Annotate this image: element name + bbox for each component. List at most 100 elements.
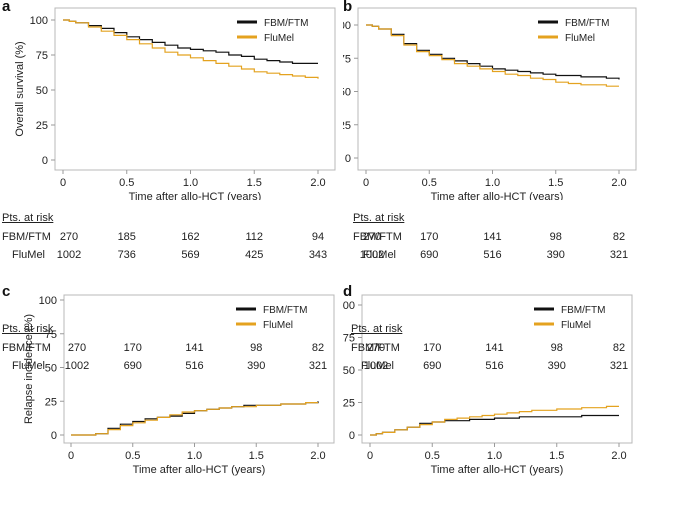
risk-table: Pts. at risk FBM/FTM 270 170 141 98 82 FluMel 10… xyxy=(0,323,342,373)
risk-row-label: FBM/FTM xyxy=(2,342,51,354)
risk-row: FBM/FTM 270 170 141 98 82 xyxy=(0,342,342,356)
x-tick-label: 0.5 xyxy=(119,177,134,189)
x-tick-label: 1.0 xyxy=(485,177,500,189)
series-line-flumel xyxy=(71,402,318,436)
x-tick-label: 0 xyxy=(363,177,369,189)
risk-row: FBM/FTM 270 170 141 98 82 xyxy=(343,342,685,356)
y-tick-label: 100 xyxy=(30,15,48,27)
y-tick-label: 75 xyxy=(45,329,57,341)
chart-panel-b: b 0 25 50 75 100 0 0.5 1.0 1.5 2.0 Time after allo-… xyxy=(343,0,685,200)
x-axis-label: Time after allo-HCT (years) xyxy=(431,191,564,200)
risk-count: 162 xyxy=(181,231,200,243)
plot-frame xyxy=(63,294,335,444)
risk-row: FBM/FTM 270 185 162 112 94 xyxy=(0,231,342,245)
y-tick-label: 75 xyxy=(343,333,355,345)
y-tick-label: 75 xyxy=(36,50,48,62)
risk-count: 390 xyxy=(546,249,565,261)
panel-label: c xyxy=(2,283,11,300)
km-plot: 0 25 50 75 100 0 0.5 1.0 1.5 2.0 Time after allo-H… xyxy=(343,294,633,476)
y-tick-label: 25 xyxy=(36,120,48,132)
x-tick-label: 1.5 xyxy=(548,177,563,189)
risk-count: 141 xyxy=(483,231,502,243)
risk-count: 82 xyxy=(612,231,626,243)
y-tick-label: 0 xyxy=(42,155,48,167)
x-tick-label: 2.0 xyxy=(310,450,325,462)
panel-label: b xyxy=(343,0,353,15)
risk-count: 516 xyxy=(185,360,204,372)
risk-count: 425 xyxy=(245,249,264,261)
risk-row: FBM/FTM 270 170 141 98 82 xyxy=(343,231,685,245)
risk-count: 1002 xyxy=(56,249,82,261)
risk-count: 516 xyxy=(483,249,502,261)
risk-count: 321 xyxy=(308,360,328,372)
risk-count: 98 xyxy=(550,342,563,354)
chart-panel-c: c 0 25 50 75 100 0 0.5 1.0 1.5 2.0 Time after allo-… xyxy=(0,283,342,485)
y-tick-label: 75 xyxy=(343,53,351,65)
risk-row: FluMel 1002 736 569 425 343 xyxy=(0,249,342,263)
y-tick-label: 0 xyxy=(345,153,351,165)
legend-label: FluMel xyxy=(264,33,294,44)
x-tick-label: 0.5 xyxy=(425,450,440,462)
risk-count: 270 xyxy=(362,231,382,243)
chart-panel-a: a 0 25 50 75 100 0 0.5 1.0 1.5 2.0 Time after allo-… xyxy=(0,0,342,200)
risk-row-label: FBM/FTM xyxy=(2,231,51,243)
risk-count: 736 xyxy=(117,249,136,261)
series-line-flumel xyxy=(366,24,619,87)
plot-frame xyxy=(357,7,637,171)
risk-row-label: FBM/FTM xyxy=(351,342,400,354)
x-tick-label: 1.0 xyxy=(487,450,502,462)
risk-count: 141 xyxy=(185,342,204,354)
x-tick-label: 1.5 xyxy=(549,450,564,462)
y-tick-label: 0 xyxy=(349,430,355,442)
y-tick-label: 25 xyxy=(343,398,355,410)
y-tick-label: 50 xyxy=(343,365,355,377)
risk-row-label: FluMel xyxy=(363,249,397,261)
risk-count: 690 xyxy=(123,360,142,372)
risk-count: 1002 xyxy=(64,360,90,372)
x-tick-label: 2.0 xyxy=(310,177,325,189)
risk-count: 94 xyxy=(311,231,325,243)
risk-count: 98 xyxy=(549,231,562,243)
y-tick-label: 50 xyxy=(343,87,351,99)
risk-table-header: Pts. at risk xyxy=(2,323,54,335)
risk-count: 270 xyxy=(59,231,79,243)
risk-count: 343 xyxy=(308,249,328,261)
risk-table-header: Pts. at risk xyxy=(351,323,403,335)
risk-row-label: FBM/FTM xyxy=(353,231,402,243)
x-tick-label: 1.5 xyxy=(249,450,264,462)
legend-label: FluMel xyxy=(561,320,591,331)
risk-count: 170 xyxy=(123,342,142,354)
risk-row: FluMel 1002 690 516 390 321 xyxy=(343,249,685,263)
risk-row: FluMel 1002 690 516 390 321 xyxy=(343,360,685,374)
risk-table: Pts. at risk FBM/FTM 270 185 162 112 94 FluMel 1… xyxy=(0,212,342,262)
legend-label: FluMel xyxy=(263,320,293,331)
risk-count: 270 xyxy=(67,342,87,354)
legend-label: FBM/FTM xyxy=(561,305,605,316)
legend-label: FBM/FTM xyxy=(264,18,308,29)
y-tick-label: 25 xyxy=(343,120,351,132)
risk-count: 170 xyxy=(423,342,442,354)
x-tick-label: 1.5 xyxy=(247,177,262,189)
risk-row-label: FluMel xyxy=(12,360,46,372)
risk-count: 98 xyxy=(250,342,263,354)
chart-panel-d: d 0 25 50 75 100 0 0.5 1.0 1.5 2.0 Time after allo-… xyxy=(343,283,685,485)
x-tick-label: 0 xyxy=(60,177,66,189)
risk-count: 82 xyxy=(612,342,626,354)
risk-count: 321 xyxy=(609,360,629,372)
risk-table: Pts. at risk FBM/FTM 270 170 141 98 82 FluMel 10… xyxy=(343,212,685,262)
y-tick-label: 50 xyxy=(45,363,57,375)
risk-count: 690 xyxy=(423,360,442,372)
risk-count: 1002 xyxy=(363,360,389,372)
x-axis-label: Time after allo-HCT (years) xyxy=(129,191,262,200)
risk-count: 516 xyxy=(485,360,504,372)
panel-label: a xyxy=(2,0,11,15)
risk-row-label: FluMel xyxy=(361,360,395,372)
risk-row-label: FluMel xyxy=(12,249,46,261)
risk-table-header: Pts. at risk xyxy=(2,212,54,224)
x-tick-label: 0.5 xyxy=(422,177,437,189)
legend-label: FluMel xyxy=(565,33,595,44)
series-line-fbm-ftm xyxy=(63,19,318,64)
x-axis-label: Time after allo-HCT (years) xyxy=(431,464,564,476)
risk-count: 390 xyxy=(247,360,266,372)
risk-count: 1002 xyxy=(359,249,385,261)
